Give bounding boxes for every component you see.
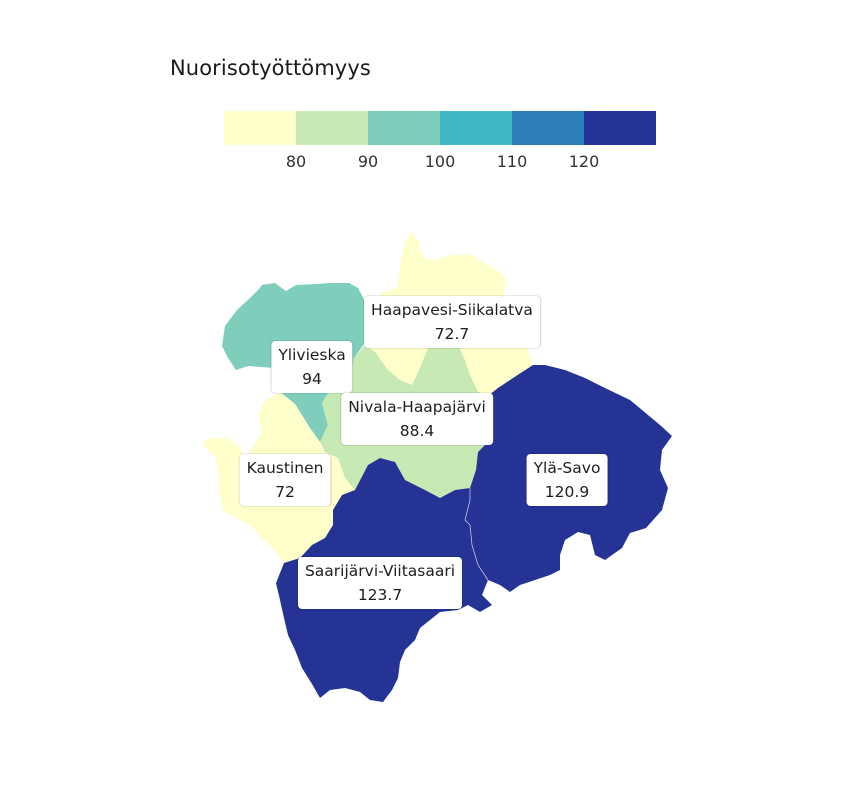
region-value: 72	[275, 483, 295, 501]
color-legend	[224, 111, 656, 145]
legend-tick: 90	[357, 152, 379, 171]
region-name: Ylivieska	[278, 346, 346, 364]
region-name: Ylä-Savo	[533, 459, 601, 477]
region-border	[464, 488, 489, 581]
legend-tick: 80	[285, 152, 307, 171]
legend-tick: 110	[496, 152, 528, 171]
legend-swatch	[512, 111, 584, 145]
region-value: 88.4	[399, 422, 435, 440]
region-label-saarijarvi-viitasaari: Saarijärvi-Viitasaari 123.7	[297, 557, 463, 609]
legend-tick: 100	[424, 152, 456, 171]
region-label-yla-savo: Ylä-Savo 120.9	[526, 454, 608, 506]
legend-swatch	[224, 111, 296, 145]
legend-swatch	[368, 111, 440, 145]
region-label-ylivieska: Ylivieska 94	[271, 341, 353, 393]
region-value: 94	[302, 370, 322, 388]
region-name: Nivala-Haapajärvi	[348, 398, 486, 416]
region-name: Haapavesi-Siikalatva	[371, 301, 533, 319]
region-name: Kaustinen	[246, 459, 324, 477]
legend-title: Nuorisotyöttömyys	[170, 56, 371, 80]
legend-swatch	[296, 111, 368, 145]
legend-swatch	[584, 111, 656, 145]
region-label-haapavesi-siikalatva: Haapavesi-Siikalatva 72.7	[364, 296, 540, 348]
legend-tick: 120	[568, 152, 600, 171]
region-value: 72.7	[434, 325, 470, 343]
region-name: Saarijärvi-Viitasaari	[304, 562, 456, 580]
legend-swatch	[440, 111, 512, 145]
region-value: 120.9	[544, 483, 590, 501]
region-label-nivala-haapajarvi: Nivala-Haapajärvi 88.4	[341, 393, 493, 445]
region-value: 123.7	[357, 586, 403, 604]
region-label-kaustinen: Kaustinen 72	[239, 454, 331, 506]
